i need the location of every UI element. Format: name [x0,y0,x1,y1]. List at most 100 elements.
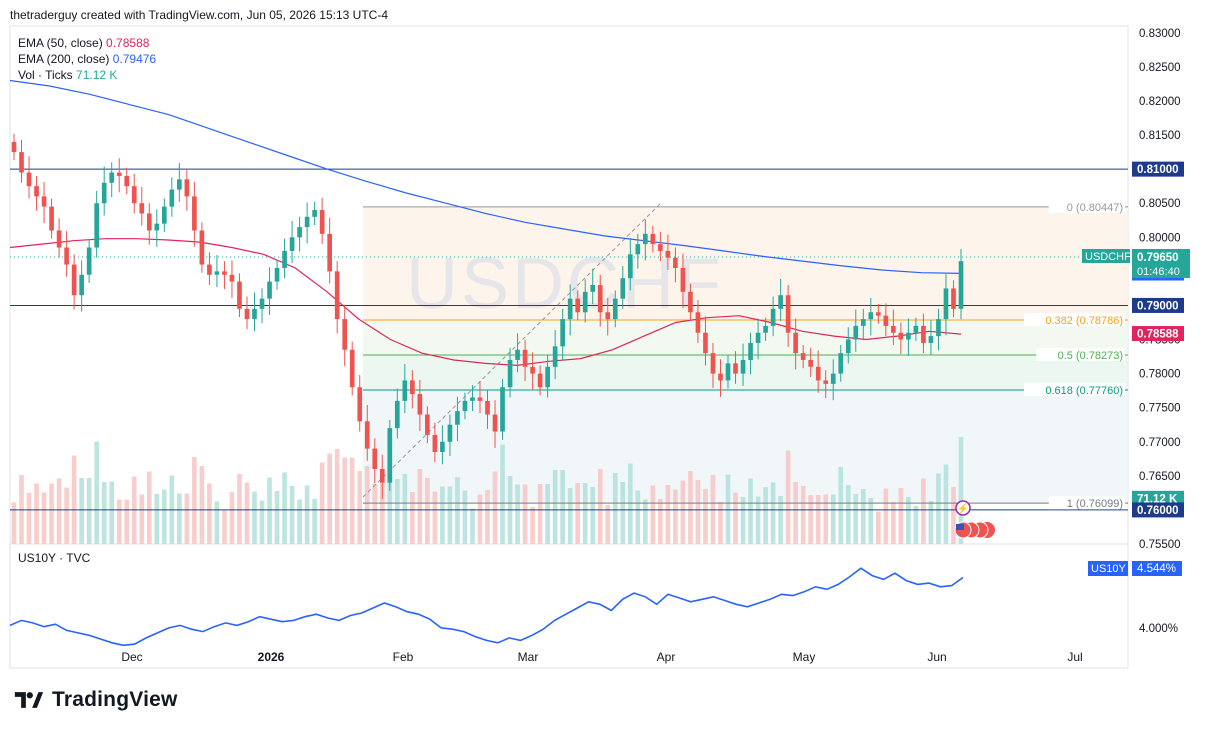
y-tick-label: 0.77500 [1139,403,1181,415]
candle-body [875,312,881,316]
candle-body [620,278,626,299]
tradingview-logo[interactable]: TradingView [12,688,178,712]
candle-body [958,261,964,309]
candle-body [845,339,851,354]
volume-bar [552,470,558,544]
legend-ema200[interactable]: EMA (200, close) 0.79476 [18,51,156,67]
ema50-line[interactable] [9,238,962,367]
candle-body [267,281,272,299]
fib-label-bg [1024,382,1125,396]
candle-body [522,349,528,367]
fib-zone [363,389,1128,504]
time-axis[interactable]: Dec 2026 Feb Mar Apr May Jun Jul [121,650,1082,664]
volume-bar [898,488,904,544]
volume-bar [244,482,250,544]
level-tag-bg [1132,490,1184,506]
price-axis[interactable]: 0.83000 0.82500 0.82000 0.81500 0.81000 0.805… [1139,28,1181,551]
candle-body [582,291,588,313]
volume-bar [913,506,919,544]
volume-bar [357,471,363,544]
volume-bar [410,492,415,544]
candle-body [116,172,122,176]
level-tag-value: 0.78588 [1137,329,1179,341]
volume-bar [184,493,190,544]
volume-bar [733,492,738,544]
x-tick-label: Jun [927,650,946,664]
volume-bar [11,502,17,544]
us10y-line[interactable] [9,567,964,647]
us-flag-canton [956,524,964,530]
volume-bar [793,482,798,544]
candle-body [567,298,573,320]
volume-bar [763,487,768,544]
volume-bar [214,501,220,544]
volume-bar [312,499,317,544]
volume-bar [56,478,62,544]
bar-countdown: 01:46:40 [1137,266,1180,278]
volume-bar [267,477,272,544]
volume-bar [49,483,54,544]
volume-bar [883,488,889,544]
candle-body [605,312,611,320]
candle-body [808,359,814,367]
event-icons[interactable]: ⚡ [954,500,995,539]
legend-ema200-label: EMA (200, close) [18,52,110,66]
candle-body [41,196,47,207]
chart-frame[interactable]: USDCHF 0 (0.80447) 0.382 (0.78786) 0.5 (0.… [0,0,1206,680]
legend-ema50[interactable]: EMA (50, close) 0.78588 [18,35,156,51]
candlestick-series[interactable] [11,133,964,500]
candle-body [485,400,490,415]
us10y-tag: US10Y 4.544% [1088,561,1182,576]
candle-body [410,380,415,395]
volume-bar [537,484,543,544]
candle-body [56,230,62,248]
volume-bar [620,482,626,544]
level-tag-bg [1132,297,1184,313]
volume-bar [146,471,152,544]
volume-bar [342,457,348,544]
volume-bar [560,470,565,544]
fib-label-bg [1036,347,1125,361]
legend-volume[interactable]: Vol · Ticks 71.12 K [18,67,156,83]
x-tick-label: May [793,650,816,664]
candle-body [222,271,227,275]
candle-body [906,332,911,340]
sub-pane-legend[interactable]: US10Y · TVC [18,551,91,565]
volume-bar [650,485,656,544]
x-tick-label: Apr [657,650,676,664]
ema200-line[interactable] [9,79,962,274]
us10y-tag-symbol: US10Y [1091,563,1127,575]
volume-bar [800,486,806,544]
candle-body [673,257,678,268]
current-price-tag: USDCHF 0.79650 01:46:40 [1082,249,1190,278]
candle-body [815,366,821,381]
indicator-legend[interactable]: EMA (50, close) 0.78588 EMA (200, close)… [18,35,156,83]
candle-body [11,141,17,153]
volume-bar [951,487,956,544]
volume-bar [845,485,851,544]
fib-level-label: 0.618 (0.77760) [1045,385,1123,397]
candle-body [417,394,423,415]
volume-bar [860,489,866,544]
candle-body [139,203,145,214]
candle-body [319,210,325,234]
volume-bar [673,489,678,544]
volume-bar [41,492,47,544]
candle-body [830,373,836,384]
volume-bar [334,449,340,544]
fib-zone [363,354,1128,390]
y-tick-label: 0.80500 [1139,198,1181,210]
flash-icon[interactable] [955,500,971,516]
volume-bar [372,484,378,544]
fibonacci-zones [363,206,1128,504]
volume-bar [703,489,708,544]
volume-bar [658,499,663,544]
volume-bar [627,463,633,544]
volume-bar [530,507,535,544]
fib-level-label: 0.5 (0.78273) [1058,350,1123,362]
fib-label-bg [1048,199,1125,213]
candle-body [387,428,393,483]
candle-body [718,373,723,381]
candle-body [312,210,317,217]
volume-bar [327,453,332,544]
